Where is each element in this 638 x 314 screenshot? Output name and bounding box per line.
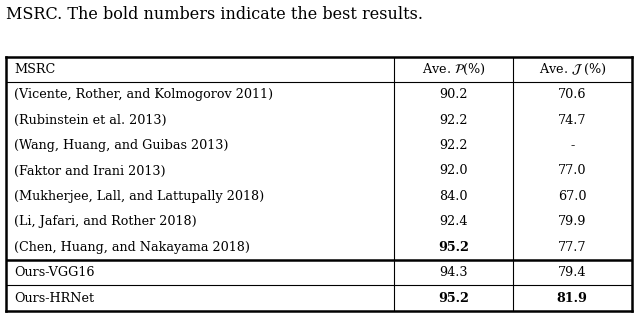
Text: 67.0: 67.0 [558, 190, 586, 203]
Text: 95.2: 95.2 [438, 241, 469, 254]
Text: 90.2: 90.2 [439, 88, 468, 101]
Text: 92.0: 92.0 [439, 165, 468, 177]
Text: 81.9: 81.9 [557, 292, 588, 305]
Text: 70.6: 70.6 [558, 88, 586, 101]
Text: (Rubinstein et al. 2013): (Rubinstein et al. 2013) [14, 114, 167, 127]
Text: (Faktor and Irani 2013): (Faktor and Irani 2013) [14, 165, 165, 177]
Text: 79.4: 79.4 [558, 266, 586, 279]
Text: 79.9: 79.9 [558, 215, 586, 228]
Text: 92.2: 92.2 [439, 114, 468, 127]
Text: (Vicente, Rother, and Kolmogorov 2011): (Vicente, Rother, and Kolmogorov 2011) [14, 88, 273, 101]
Text: 74.7: 74.7 [558, 114, 586, 127]
Text: Ave. $\mathcal{P}$(%): Ave. $\mathcal{P}$(%) [422, 62, 486, 77]
Text: 95.2: 95.2 [438, 292, 469, 305]
Text: (Mukherjee, Lall, and Lattupally 2018): (Mukherjee, Lall, and Lattupally 2018) [14, 190, 264, 203]
Text: Ours-HRNet: Ours-HRNet [14, 292, 94, 305]
Text: MSRC. The bold numbers indicate the best results.: MSRC. The bold numbers indicate the best… [6, 6, 424, 23]
Text: Ours-VGG16: Ours-VGG16 [14, 266, 94, 279]
Text: (Chen, Huang, and Nakayama 2018): (Chen, Huang, and Nakayama 2018) [14, 241, 250, 254]
Text: Ave. $\mathcal{J}$ (%): Ave. $\mathcal{J}$ (%) [538, 62, 606, 77]
Text: 94.3: 94.3 [439, 266, 468, 279]
Text: (Li, Jafari, and Rother 2018): (Li, Jafari, and Rother 2018) [14, 215, 197, 228]
Text: 92.2: 92.2 [439, 139, 468, 152]
Text: 77.0: 77.0 [558, 165, 586, 177]
Text: (Wang, Huang, and Guibas 2013): (Wang, Huang, and Guibas 2013) [14, 139, 228, 152]
Text: 84.0: 84.0 [439, 190, 468, 203]
Text: MSRC: MSRC [14, 63, 55, 76]
Text: 77.7: 77.7 [558, 241, 586, 254]
Text: -: - [570, 139, 574, 152]
Text: 92.4: 92.4 [439, 215, 468, 228]
